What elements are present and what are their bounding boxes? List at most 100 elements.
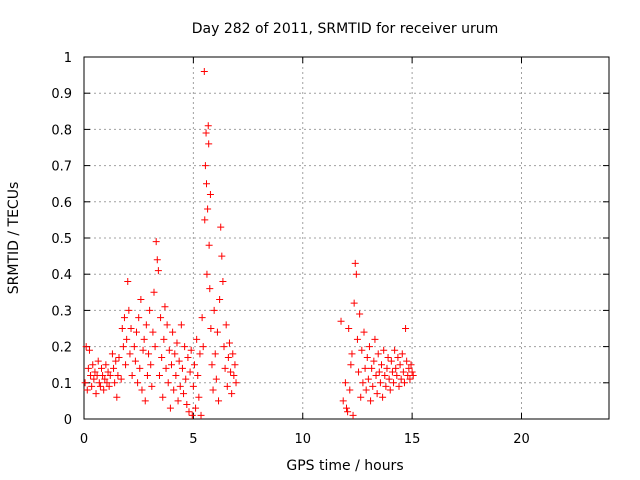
y-tick-label: 0.7 bbox=[51, 160, 72, 175]
data-point bbox=[373, 390, 381, 398]
data-point bbox=[157, 314, 165, 322]
data-point bbox=[384, 353, 392, 361]
data-point bbox=[365, 343, 373, 351]
data-point bbox=[374, 350, 382, 358]
data-point bbox=[105, 382, 113, 390]
data-point bbox=[143, 372, 151, 380]
data-point bbox=[137, 296, 145, 304]
data-point bbox=[199, 343, 207, 351]
data-point bbox=[339, 397, 347, 405]
data-point bbox=[177, 321, 185, 329]
data-point bbox=[406, 375, 414, 383]
data-point bbox=[148, 382, 156, 390]
data-point bbox=[166, 404, 174, 412]
data-point bbox=[351, 259, 359, 267]
data-point bbox=[202, 129, 210, 137]
data-point bbox=[115, 353, 123, 361]
data-point bbox=[96, 382, 104, 390]
y-tick-label: 0.2 bbox=[51, 341, 72, 356]
x-tick-label: 15 bbox=[404, 432, 421, 447]
y-axis-label: SRMTID / TECUs bbox=[6, 182, 22, 295]
data-point bbox=[221, 364, 229, 372]
data-point bbox=[164, 379, 172, 387]
data-point bbox=[383, 364, 391, 372]
data-point bbox=[113, 393, 121, 401]
data-point bbox=[160, 335, 168, 343]
data-point bbox=[165, 346, 173, 354]
data-point bbox=[369, 382, 377, 390]
data-point bbox=[223, 382, 231, 390]
data-point bbox=[183, 401, 191, 409]
data-point bbox=[352, 270, 360, 278]
data-point bbox=[85, 346, 93, 354]
data-point bbox=[206, 191, 214, 199]
data-point bbox=[194, 372, 202, 380]
data-point bbox=[341, 379, 349, 387]
data-point bbox=[98, 364, 105, 372]
data-point bbox=[122, 361, 130, 369]
data-point bbox=[136, 364, 144, 372]
data-point bbox=[203, 180, 210, 188]
data-point bbox=[124, 277, 132, 285]
data-point bbox=[176, 382, 184, 390]
data-point bbox=[170, 386, 178, 394]
data-point bbox=[210, 306, 218, 314]
data-point bbox=[190, 361, 198, 369]
data-point bbox=[345, 325, 353, 332]
data-point bbox=[131, 357, 139, 365]
data-point bbox=[204, 122, 212, 130]
data-point bbox=[101, 375, 109, 383]
data-point bbox=[207, 325, 215, 332]
data-point bbox=[228, 390, 236, 398]
data-point bbox=[350, 299, 358, 307]
data-point bbox=[387, 357, 395, 365]
data-point bbox=[397, 375, 405, 383]
x-tick-label: 20 bbox=[513, 432, 530, 447]
data-point bbox=[200, 67, 208, 75]
y-tick-label: 1 bbox=[64, 51, 72, 66]
data-point bbox=[110, 364, 118, 372]
data-point bbox=[353, 335, 361, 343]
data-point bbox=[232, 379, 240, 387]
data-point bbox=[139, 346, 147, 354]
data-point bbox=[224, 353, 232, 361]
data-point bbox=[378, 361, 385, 369]
grid-lines bbox=[84, 57, 609, 419]
data-point bbox=[347, 361, 355, 369]
data-point bbox=[155, 372, 163, 380]
y-tick-label: 0.9 bbox=[51, 87, 72, 102]
data-point bbox=[196, 350, 204, 358]
data-point bbox=[396, 361, 404, 369]
data-point bbox=[205, 140, 213, 148]
axis-ticks: 00.10.20.30.40.50.60.70.80.910 5 10 15 20 bbox=[51, 51, 609, 447]
data-point bbox=[169, 328, 177, 336]
data-point bbox=[100, 386, 108, 394]
data-point bbox=[205, 241, 213, 249]
data-point bbox=[149, 328, 157, 336]
data-point bbox=[386, 386, 394, 394]
data-point bbox=[344, 408, 352, 416]
data-point bbox=[222, 321, 230, 329]
data-point bbox=[120, 314, 128, 322]
data-point bbox=[231, 361, 239, 369]
data-point bbox=[343, 404, 350, 412]
data-point bbox=[192, 404, 200, 412]
data-point bbox=[174, 397, 182, 405]
data-point bbox=[212, 375, 220, 383]
data-point bbox=[206, 285, 214, 293]
data-point bbox=[102, 361, 110, 369]
data-point bbox=[391, 346, 399, 354]
data-point bbox=[372, 372, 380, 380]
data-point bbox=[125, 306, 133, 314]
data-point bbox=[161, 303, 169, 311]
data-point bbox=[358, 346, 366, 354]
data-point bbox=[150, 288, 158, 296]
data-point bbox=[153, 256, 161, 264]
data-point bbox=[197, 411, 205, 419]
data-point bbox=[403, 357, 411, 365]
data-point bbox=[83, 386, 91, 394]
data-point bbox=[173, 339, 181, 347]
data-point bbox=[154, 267, 162, 275]
data-point bbox=[106, 372, 114, 380]
data-point bbox=[130, 343, 138, 351]
